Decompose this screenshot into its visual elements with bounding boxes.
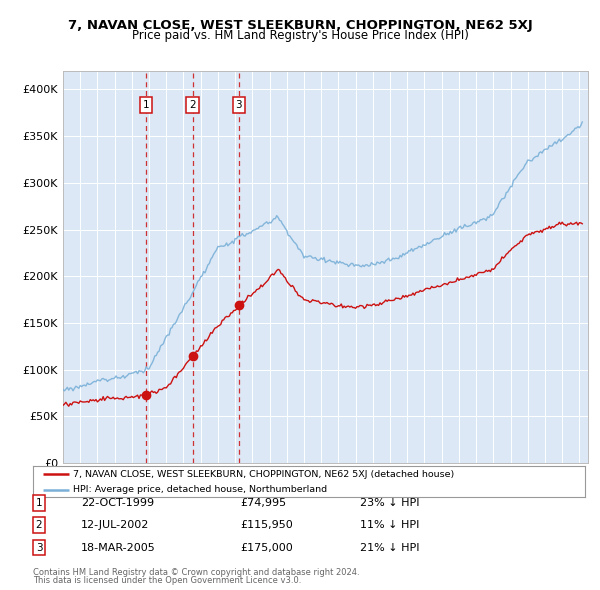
Text: £74,995: £74,995 [240, 498, 286, 507]
Text: HPI: Average price, detached house, Northumberland: HPI: Average price, detached house, Nort… [73, 485, 327, 494]
Text: £115,950: £115,950 [240, 520, 293, 530]
Text: Contains HM Land Registry data © Crown copyright and database right 2024.: Contains HM Land Registry data © Crown c… [33, 568, 359, 577]
Text: 23% ↓ HPI: 23% ↓ HPI [360, 498, 419, 507]
Text: 22-OCT-1999: 22-OCT-1999 [81, 498, 154, 507]
Text: 7, NAVAN CLOSE, WEST SLEEKBURN, CHOPPINGTON, NE62 5XJ (detached house): 7, NAVAN CLOSE, WEST SLEEKBURN, CHOPPING… [73, 470, 454, 479]
Text: This data is licensed under the Open Government Licence v3.0.: This data is licensed under the Open Gov… [33, 576, 301, 585]
Text: 21% ↓ HPI: 21% ↓ HPI [360, 543, 419, 552]
Text: 1: 1 [35, 498, 43, 507]
Text: £175,000: £175,000 [240, 543, 293, 552]
Text: Price paid vs. HM Land Registry's House Price Index (HPI): Price paid vs. HM Land Registry's House … [131, 30, 469, 42]
Text: 12-JUL-2002: 12-JUL-2002 [81, 520, 149, 530]
Text: 3: 3 [235, 100, 242, 110]
Text: 1: 1 [142, 100, 149, 110]
Text: 11% ↓ HPI: 11% ↓ HPI [360, 520, 419, 530]
Text: 18-MAR-2005: 18-MAR-2005 [81, 543, 156, 552]
Text: 2: 2 [35, 520, 43, 530]
Text: 7, NAVAN CLOSE, WEST SLEEKBURN, CHOPPINGTON, NE62 5XJ: 7, NAVAN CLOSE, WEST SLEEKBURN, CHOPPING… [68, 19, 532, 32]
Text: 3: 3 [35, 543, 43, 552]
Text: 2: 2 [190, 100, 196, 110]
